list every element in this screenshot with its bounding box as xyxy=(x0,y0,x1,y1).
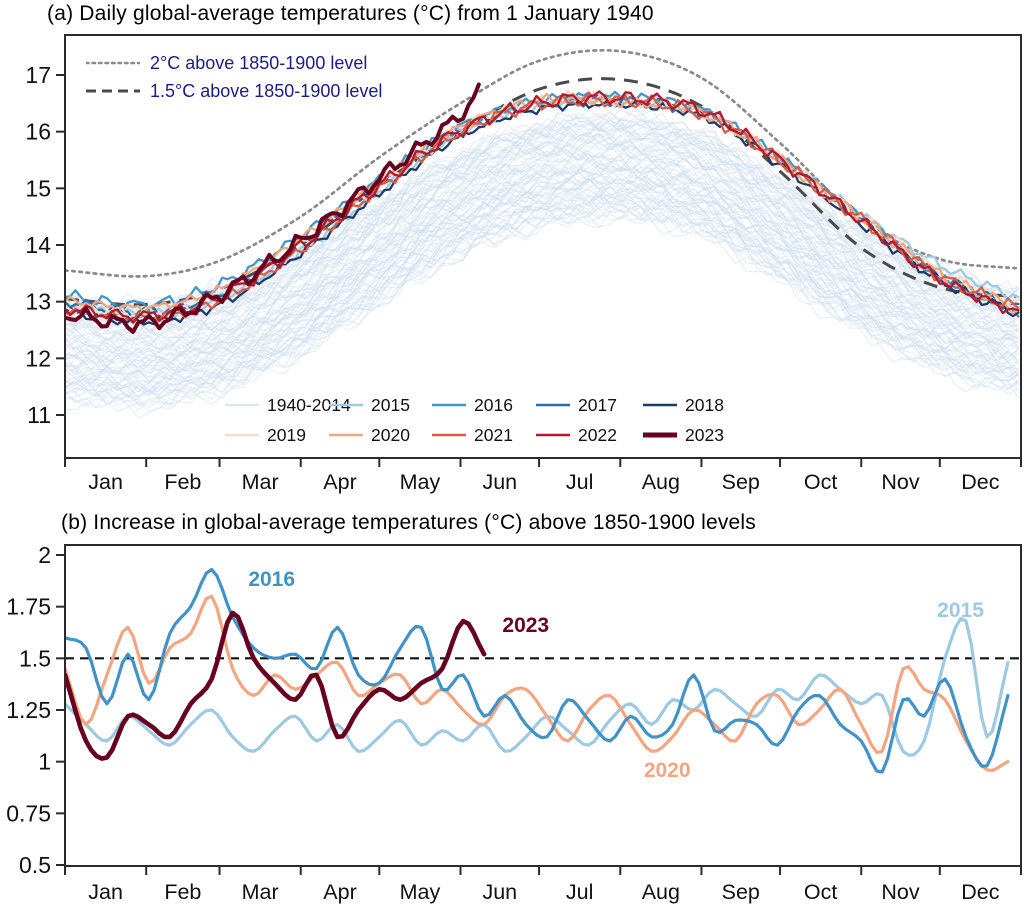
band-line-1940-2014 xyxy=(65,111,1019,314)
band-line-1940-2014 xyxy=(65,144,1019,350)
panel-a-month-label: Jun xyxy=(482,470,517,494)
band-line-1940-2014 xyxy=(65,160,1019,369)
panel-b-plot-area xyxy=(65,567,1021,774)
panel-a-month-label: Jul xyxy=(566,470,593,494)
series-line-b-2016 xyxy=(65,567,1010,774)
panel-b-y-tick-label: 0.5 xyxy=(19,852,51,878)
series-line-b-2015 xyxy=(65,617,1010,757)
panel-b-y-tick-label: 1.5 xyxy=(19,645,51,671)
panel-a-month-label: Nov xyxy=(881,470,919,494)
band-line-1940-2014 xyxy=(65,154,1019,362)
band-line-1940-2014 xyxy=(65,154,1019,359)
panel-b-month-label: Jun xyxy=(482,880,517,904)
panel-b-y-tick-label: 1.75 xyxy=(6,594,51,620)
series-line-a-2023 xyxy=(65,82,481,334)
panel-a-month-label: Aug xyxy=(642,470,680,494)
panel-a-month-label: Mar xyxy=(242,470,279,494)
panel-a-y-tick-label: 15 xyxy=(25,175,51,201)
panel-a-month-label: Feb xyxy=(164,470,201,494)
panel-a-y-tick-label: 16 xyxy=(25,119,51,145)
panel-a-y-tick-label: 12 xyxy=(25,345,51,371)
panel-b-month-label: Feb xyxy=(164,880,201,904)
panel-a-month-label: Dec xyxy=(961,470,999,494)
panel-a-y-tick-label: 17 xyxy=(25,62,51,88)
panel-b-frame xyxy=(64,544,1022,867)
panel-a-y-tick-label: 14 xyxy=(25,232,51,258)
series-line-a-2020 xyxy=(65,92,1020,315)
band-line-1940-2014 xyxy=(65,126,1019,330)
panel-a-plot-area xyxy=(65,48,1020,419)
panel-b-month-label: Apr xyxy=(323,880,356,904)
band-line-1940-2014 xyxy=(65,179,1019,384)
panel-b-month-label: Dec xyxy=(961,880,999,904)
band-line-1940-2014 xyxy=(65,155,1019,361)
band-line-1940-2014 xyxy=(65,170,1019,378)
series-line-b-2020 xyxy=(65,594,1010,773)
panel-b-month-label: May xyxy=(400,880,441,904)
panel-a-month-label: Oct xyxy=(804,470,837,494)
panel-a-y-tick-label: 11 xyxy=(27,402,51,428)
band-line-1940-2014 xyxy=(65,200,1019,407)
reference-line-2C xyxy=(65,48,1018,278)
panel-b-month-label: Mar xyxy=(242,880,279,904)
panel-a-y-tick-label: 13 xyxy=(25,289,51,315)
panel-a-month-label: Sep xyxy=(722,470,760,494)
panel-a-frame xyxy=(64,34,1022,459)
band-line-1940-2014 xyxy=(65,215,1019,419)
band-line-1940-2014 xyxy=(65,127,1019,334)
band-line-1940-2014 xyxy=(65,203,1019,410)
panel-a-month-label: Apr xyxy=(323,470,356,494)
panel-b-month-label: Oct xyxy=(804,880,837,904)
band-line-1940-2014 xyxy=(65,162,1019,368)
panel-b-month-label: Nov xyxy=(881,880,919,904)
band-line-1940-2014 xyxy=(65,173,1019,378)
panel-b-month-label: Aug xyxy=(642,880,680,904)
band-line-1940-2014 xyxy=(65,177,1019,386)
panel-b-y-tick-label: 0.75 xyxy=(6,800,51,826)
band-line-1940-2014 xyxy=(65,111,1019,319)
panel-b-month-label: Jul xyxy=(566,880,593,904)
panel-b-title: (b) Increase in global-average temperatu… xyxy=(61,511,756,534)
panel-b-y-tick-label: 1 xyxy=(38,749,51,775)
panel-b-month-label: Sep xyxy=(722,880,760,904)
panel-a-month-label: Jan xyxy=(88,470,123,494)
panel-b-y-tick-label: 1.25 xyxy=(6,697,51,723)
panel-a-month-label: May xyxy=(400,470,441,494)
reference-line-1p5C xyxy=(65,77,1016,307)
series-line-b-2023 xyxy=(65,610,487,761)
panel-b-y-tick-label: 2 xyxy=(38,542,51,568)
band-line-1940-2014 xyxy=(65,191,1019,397)
panel-a-title: (a) Daily global-average temperatures (°… xyxy=(47,2,654,25)
panel-b-month-label: Jan xyxy=(88,880,123,904)
